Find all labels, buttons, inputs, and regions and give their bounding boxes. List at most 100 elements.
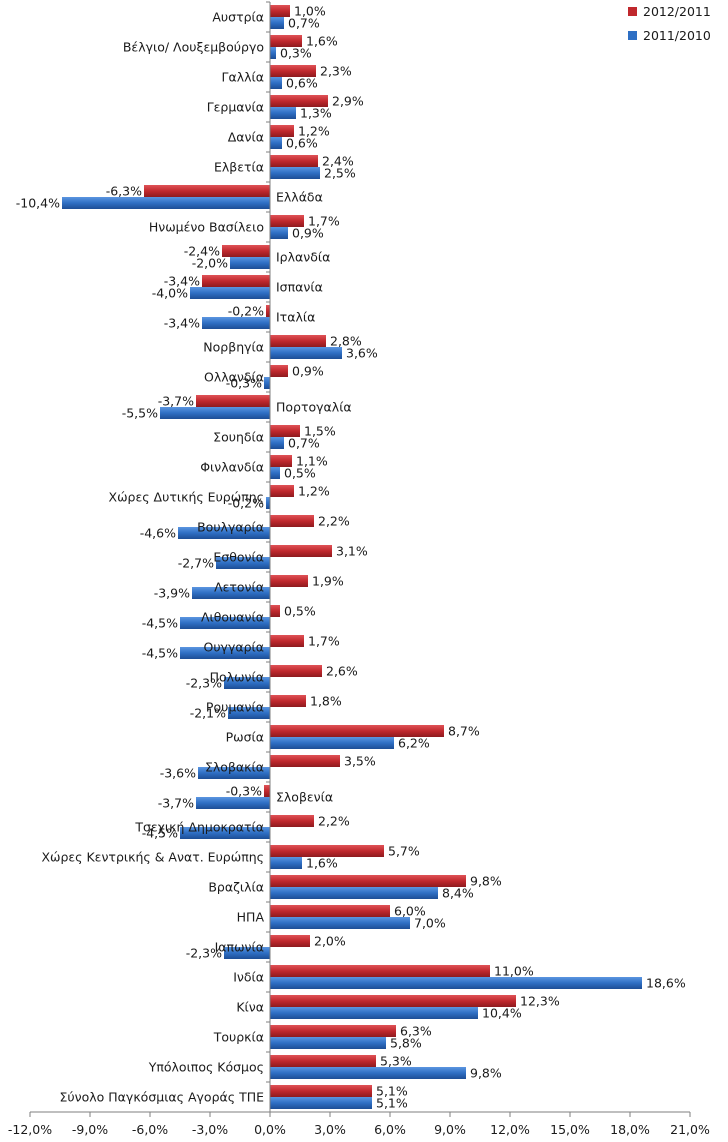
bar-series2 xyxy=(202,317,270,329)
bar-series2 xyxy=(266,497,270,509)
bar-series1 xyxy=(270,365,288,377)
category-label: Ιταλία xyxy=(276,310,315,325)
category-label: Σουηδία xyxy=(213,430,264,445)
bar-series1 xyxy=(144,185,270,197)
data-label: -3,7% xyxy=(158,394,194,409)
x-tick-label: 18,0% xyxy=(610,1122,650,1137)
bar-series2 xyxy=(270,107,296,119)
bar-series2 xyxy=(160,407,270,419)
category-label: Τουρκία xyxy=(213,1030,264,1045)
bar-series1 xyxy=(202,275,270,287)
bar-series2 xyxy=(270,1097,372,1109)
data-label: 3,6% xyxy=(346,346,378,361)
bar-series2 xyxy=(224,947,270,959)
data-label: -5,5% xyxy=(122,406,158,421)
bar-series1 xyxy=(270,905,390,917)
bar-series2 xyxy=(270,437,284,449)
data-label: 11,0% xyxy=(494,964,534,979)
bar-series1 xyxy=(270,635,304,647)
category-label: Σύνολο Παγκόσμιας Αγοράς ΤΠΕ xyxy=(60,1090,265,1105)
bar-series2 xyxy=(270,1007,478,1019)
data-label: 8,4% xyxy=(442,886,474,901)
data-label: 1,7% xyxy=(308,214,340,229)
data-label: 1,9% xyxy=(312,574,344,589)
category-label: Νορβηγία xyxy=(203,340,264,355)
data-label: 2,4% xyxy=(322,154,354,169)
data-label: -4,5% xyxy=(142,826,178,841)
data-label: 1,2% xyxy=(298,484,330,499)
category-label: Γερμανία xyxy=(207,100,264,115)
category-label: Γαλλία xyxy=(222,70,264,85)
data-label: 0,6% xyxy=(286,136,318,151)
x-tick-label: 6,0% xyxy=(374,1122,406,1137)
bar-series1 xyxy=(270,155,318,167)
data-label: 1,7% xyxy=(308,634,340,649)
bar-series2 xyxy=(196,797,270,809)
data-label: 9,8% xyxy=(470,874,502,889)
bar-series2 xyxy=(192,587,270,599)
bar-series1 xyxy=(270,935,310,947)
bar-series2 xyxy=(270,857,302,869)
data-label: 2,2% xyxy=(318,814,350,829)
bar-series2 xyxy=(180,647,270,659)
data-label: -3,6% xyxy=(160,766,196,781)
x-tick-label: 15,0% xyxy=(550,1122,590,1137)
data-label: 5,7% xyxy=(388,844,420,859)
bar-series1 xyxy=(270,815,314,827)
data-label: 1,6% xyxy=(306,856,338,871)
data-label: 6,0% xyxy=(394,904,426,919)
data-label: 5,8% xyxy=(390,1036,422,1051)
bar-series1 xyxy=(266,305,270,317)
data-label: -3,4% xyxy=(164,274,200,289)
data-label: 5,1% xyxy=(376,1084,408,1099)
data-label: 1,2% xyxy=(298,124,330,139)
bar-series1 xyxy=(270,5,290,17)
bar-series1 xyxy=(270,65,316,77)
category-label: Σλοβακία xyxy=(205,760,264,775)
bar-series2 xyxy=(270,17,284,29)
category-label: Ιρλανδία xyxy=(276,250,330,265)
bar-series2 xyxy=(270,917,410,929)
bar-series2 xyxy=(228,707,270,719)
data-label: 12,3% xyxy=(520,994,560,1009)
category-label: Λιθουανία xyxy=(201,610,264,625)
bar-series2 xyxy=(270,137,282,149)
data-label: -3,4% xyxy=(164,316,200,331)
bar-series2 xyxy=(270,977,642,989)
bar-series2 xyxy=(180,617,270,629)
legend: 2012/2011 2011/2010 xyxy=(628,4,711,43)
bar-series2 xyxy=(264,377,270,389)
data-label: 0,7% xyxy=(288,436,320,451)
category-label: Κίνα xyxy=(236,1000,264,1015)
bar-series1 xyxy=(222,245,270,257)
data-label: 3,1% xyxy=(336,544,368,559)
data-label: 2,0% xyxy=(314,934,346,949)
bar-series1 xyxy=(270,95,328,107)
data-label: 5,1% xyxy=(376,1096,408,1111)
data-label: 6,3% xyxy=(400,1024,432,1039)
data-label: 1,1% xyxy=(296,454,328,469)
category-label: Βουλγαρία xyxy=(197,520,264,535)
data-label: -0,3% xyxy=(226,784,262,799)
category-label: Αυστρία xyxy=(212,10,264,25)
data-label: -2,3% xyxy=(186,676,222,691)
bar-series1 xyxy=(270,605,280,617)
category-label: Ελβετία xyxy=(214,160,264,175)
bar-series1 xyxy=(270,425,300,437)
bar-series1 xyxy=(270,335,326,347)
bar-series2 xyxy=(270,227,288,239)
data-label: -3,7% xyxy=(158,796,194,811)
category-label: Λετονία xyxy=(214,580,264,595)
data-label: -4,6% xyxy=(140,526,176,541)
data-label: 2,5% xyxy=(324,166,356,181)
category-label: Εσθονία xyxy=(213,550,264,565)
bar-series1 xyxy=(196,395,270,407)
data-label: 2,3% xyxy=(320,64,352,79)
bar-series2 xyxy=(270,77,282,89)
x-tick-label: 0,0% xyxy=(254,1122,286,1137)
bars-layer xyxy=(62,5,642,1109)
x-tick-label: -12,0% xyxy=(8,1122,52,1137)
category-label: Ισπανία xyxy=(276,280,323,295)
data-label: 2,9% xyxy=(332,94,364,109)
data-label: -0,2% xyxy=(228,304,264,319)
